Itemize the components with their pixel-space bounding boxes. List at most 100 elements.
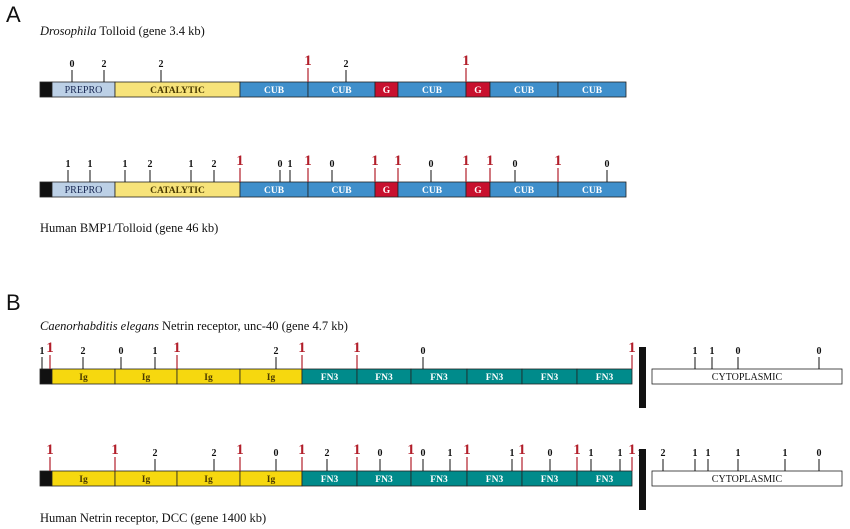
domain-fn3-6 [576, 470, 633, 487]
intron-phase: 1 [638, 448, 643, 459]
domain-label-catalytic: CATALYTIC [150, 186, 205, 196]
intron-phase: 2 [159, 59, 164, 70]
domain-fn3-6 [576, 368, 633, 385]
domain-label-cub-5: CUB [582, 186, 603, 196]
intron-phase: 1 [693, 448, 698, 459]
domain-label-ig-4: Ig [267, 373, 276, 383]
intron-phase-red: 1 [462, 53, 470, 69]
intron-phase: 0 [817, 448, 822, 459]
intron-phase: 1 [123, 159, 128, 170]
intron-phase: 1 [710, 346, 715, 357]
intron-phase: 2 [153, 448, 158, 459]
intron-phase-red: 1 [463, 442, 471, 458]
domain-label-fn3-1: FN3 [321, 373, 339, 383]
domain-label-egf-2: G [474, 86, 482, 96]
domain-label-ig-2: Ig [142, 373, 151, 383]
intron-phase: 2 [148, 159, 153, 170]
transmembrane-bar [639, 449, 646, 510]
caption-human-bmp1: Human BMP1/Tolloid (gene 46 kb) [40, 221, 218, 235]
caption-species: Drosophila [39, 24, 97, 38]
panel-letter-a: A [6, 2, 21, 27]
intron-phase: 0 [421, 346, 426, 357]
domain-label-cub-3: CUB [422, 86, 443, 96]
intron-phase: 1 [783, 448, 788, 459]
domain-label-fn3-4: FN3 [486, 475, 504, 485]
caption-drosophila-tolloid: Drosophila Tolloid (gene 3.4 kb) [39, 24, 205, 38]
intron-phase: 1 [66, 159, 71, 170]
domain-label-cub-5: CUB [582, 86, 603, 96]
intron-phase: 0 [119, 346, 124, 357]
intron-phase-red: 1 [173, 340, 181, 356]
domain-label-ig-1: Ig [79, 475, 88, 485]
intron-phase: 0 [548, 448, 553, 459]
intron-phase: 0 [605, 159, 610, 170]
intron-phase: 1 [736, 448, 741, 459]
domain-cub-5 [557, 81, 627, 98]
panel-letter-b: B [6, 290, 21, 315]
domain-label-ig-2: Ig [142, 475, 151, 485]
caption-c-elegans-unc40: Caenorhabditis elegans Netrin receptor, … [40, 319, 348, 333]
caption-gene: Netrin receptor, unc-40 (gene 4.7 kb) [159, 319, 348, 333]
domain-label-ig-3: Ig [204, 475, 213, 485]
domain-label-fn3-6: FN3 [596, 475, 614, 485]
intron-phase: 0 [378, 448, 383, 459]
transmembrane-bar [639, 347, 646, 408]
domain-label-fn3-2: FN3 [375, 475, 393, 485]
intron-phase-red: 1 [628, 340, 636, 356]
intron-phase: 2 [212, 159, 217, 170]
intron-phase: 2 [212, 448, 217, 459]
intron-phase: 1 [40, 346, 45, 357]
intron-phase-red: 1 [573, 442, 581, 458]
intron-phase-red: 1 [518, 442, 526, 458]
caption-gene: Tolloid (gene 3.4 kb) [97, 24, 205, 38]
intron-phase-red: 1 [554, 153, 562, 169]
caption-human-dcc: Human Netrin receptor, DCC (gene 1400 kb… [40, 511, 266, 525]
domain-label-cub-4: CUB [514, 186, 535, 196]
domain-lead [39, 470, 53, 487]
domain-lead [39, 181, 53, 198]
intron-phase: 2 [274, 346, 279, 357]
domain-label-cub-2: CUB [331, 186, 352, 196]
intron-phase: 0 [513, 159, 518, 170]
domain-label-ig-1: Ig [79, 373, 88, 383]
intron-phase: 1 [153, 346, 158, 357]
intron-phase-red: 1 [236, 153, 244, 169]
domain-label-cub-1: CUB [264, 86, 285, 96]
intron-phase: 0 [274, 448, 279, 459]
intron-phase: 2 [81, 346, 86, 357]
intron-phase-red: 1 [462, 153, 470, 169]
domain-label-fn3-1: FN3 [321, 475, 339, 485]
intron-phase: 2 [102, 59, 107, 70]
domain-label-ig-4: Ig [267, 475, 276, 485]
intron-phase-red: 1 [236, 442, 244, 458]
domain-label-fn3-5: FN3 [541, 373, 559, 383]
intron-phase-red: 1 [46, 442, 54, 458]
domain-cytoplasmic [651, 368, 843, 385]
domain-label-cytoplasmic: CYTOPLASMIC [712, 474, 783, 485]
domain-label-cub-2: CUB [331, 86, 352, 96]
intron-phase: 1 [510, 448, 515, 459]
domain-cub-5 [557, 181, 627, 198]
intron-phase: 1 [618, 448, 623, 459]
intron-phase-red: 1 [304, 153, 312, 169]
intron-phase-red: 1 [304, 53, 312, 69]
intron-phase: 0 [278, 159, 283, 170]
intron-phase-red: 1 [46, 340, 54, 356]
intron-phase: 0 [429, 159, 434, 170]
intron-phase: 2 [344, 59, 349, 70]
domain-label-fn3-4: FN3 [486, 373, 504, 383]
intron-phase-red: 1 [486, 153, 494, 169]
intron-phase-red: 1 [298, 340, 306, 356]
intron-phase-red: 1 [407, 442, 415, 458]
intron-phase: 2 [661, 448, 666, 459]
domain-lead [39, 368, 53, 385]
intron-phase: 1 [448, 448, 453, 459]
intron-phase: 1 [288, 159, 293, 170]
domain-label-cub-3: CUB [422, 186, 443, 196]
domain-label-cub-1: CUB [264, 186, 285, 196]
intron-phase: 0 [70, 59, 75, 70]
